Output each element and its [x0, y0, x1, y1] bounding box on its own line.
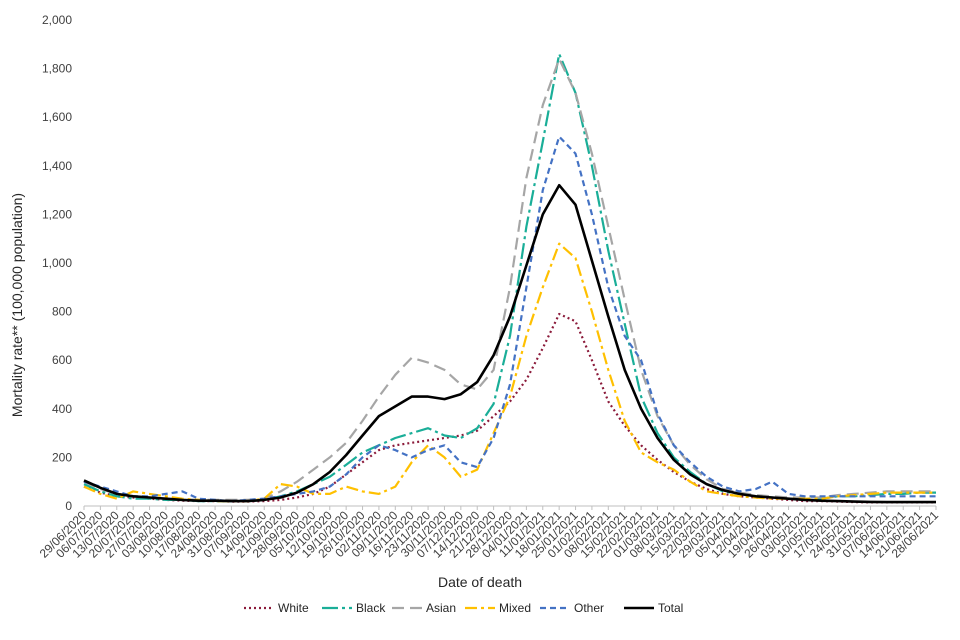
y-tick-label: 800 — [52, 305, 72, 319]
y-tick-label: 0 — [65, 499, 72, 513]
y-tick-label: 2,000 — [42, 13, 72, 27]
y-tick-label: 1,000 — [42, 256, 72, 270]
legend-label-black: Black — [356, 601, 386, 615]
y-axis-title: Mortality rate** (100,000 population) — [9, 193, 25, 417]
y-tick-label: 1,800 — [42, 62, 72, 76]
legend-label-other: Other — [574, 601, 604, 615]
y-tick-label: 600 — [52, 353, 72, 367]
x-axis-title: Date of death — [438, 574, 522, 590]
series-line-black — [83, 52, 936, 503]
y-tick-label: 1,200 — [42, 207, 72, 221]
x-axis-ticks: 29/06/202006/07/202013/07/202020/07/2020… — [37, 506, 941, 561]
legend-label-total: Total — [658, 601, 683, 615]
y-tick-label: 400 — [52, 402, 72, 416]
legend-label-mixed: Mixed — [499, 601, 531, 615]
series-line-total — [83, 183, 936, 504]
series-lines — [83, 52, 936, 504]
series-line-other — [83, 135, 936, 503]
series-line-asian — [83, 57, 936, 501]
legend-label-white: White — [278, 601, 309, 615]
y-tick-label: 1,400 — [42, 159, 72, 173]
y-tick-label: 1,600 — [42, 110, 72, 124]
legend-label-asian: Asian — [426, 601, 456, 615]
series-line-white — [83, 312, 936, 504]
y-tick-label: 200 — [52, 450, 72, 464]
y-axis-ticks: 0 200 400 600 800 1,000 1,200 1,400 1,600 1,800 2,… — [42, 13, 72, 513]
legend: White Black Asian Mixed Other Total — [244, 601, 683, 615]
